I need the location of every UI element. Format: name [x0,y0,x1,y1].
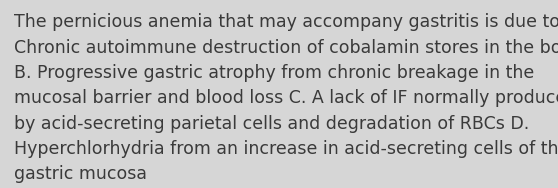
Text: The pernicious anemia that may accompany gastritis is due to A.: The pernicious anemia that may accompany… [14,13,558,31]
Text: by acid-secreting parietal cells and degradation of RBCs D.: by acid-secreting parietal cells and deg… [14,115,529,133]
Text: B. Progressive gastric atrophy from chronic breakage in the: B. Progressive gastric atrophy from chro… [14,64,534,82]
Text: gastric mucosa: gastric mucosa [14,165,147,183]
Text: Hyperchlorhydria from an increase in acid-secreting cells of the: Hyperchlorhydria from an increase in aci… [14,140,558,158]
Text: mucosal barrier and blood loss C. A lack of IF normally produced: mucosal barrier and blood loss C. A lack… [14,89,558,107]
Text: Chronic autoimmune destruction of cobalamin stores in the body: Chronic autoimmune destruction of cobala… [14,39,558,57]
